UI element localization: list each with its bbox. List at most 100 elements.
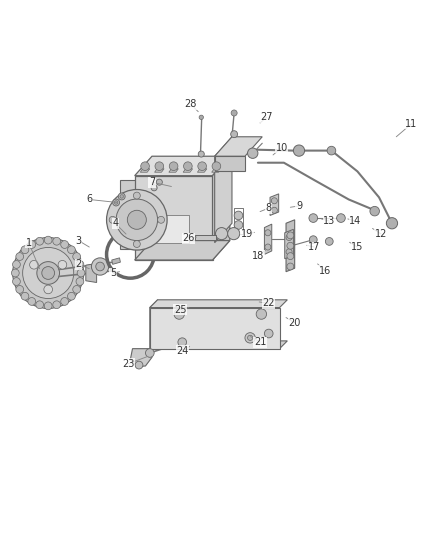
Circle shape [36,237,43,245]
Text: 23: 23 [122,359,134,369]
Polygon shape [215,156,245,172]
Circle shape [256,309,267,319]
Circle shape [231,131,237,138]
Text: 9: 9 [296,201,302,211]
Circle shape [271,207,277,213]
Circle shape [141,162,149,171]
Circle shape [231,110,237,116]
Circle shape [135,361,143,369]
Circle shape [158,216,165,223]
Circle shape [265,329,273,338]
Circle shape [325,238,333,245]
Circle shape [337,214,345,222]
Text: 3: 3 [75,236,81,246]
Circle shape [13,278,20,285]
Circle shape [293,145,304,156]
Text: 17: 17 [308,242,320,252]
Circle shape [13,238,84,309]
Circle shape [23,247,74,298]
Circle shape [58,261,67,269]
Polygon shape [183,169,193,172]
Circle shape [21,246,29,254]
Polygon shape [150,341,287,349]
Circle shape [234,221,243,229]
Text: 2: 2 [75,260,81,269]
Circle shape [309,236,317,244]
Circle shape [120,195,124,198]
Circle shape [265,230,271,236]
Text: 1: 1 [26,238,32,248]
Circle shape [174,309,184,319]
Text: 22: 22 [262,298,275,308]
Text: 12: 12 [375,229,387,239]
Polygon shape [120,180,137,249]
Circle shape [151,185,157,191]
Text: 24: 24 [176,346,188,356]
Circle shape [44,236,52,244]
Circle shape [287,243,294,249]
Circle shape [109,216,116,223]
Text: 13: 13 [323,216,336,226]
Polygon shape [169,169,178,172]
Circle shape [21,292,29,300]
Circle shape [96,262,104,271]
Circle shape [265,244,271,250]
Circle shape [228,228,240,240]
Text: 5: 5 [110,268,116,278]
Circle shape [286,235,292,240]
Text: 15: 15 [351,242,364,252]
Circle shape [116,199,158,240]
Text: 10: 10 [276,143,288,152]
Circle shape [28,297,35,305]
Circle shape [30,261,38,269]
Circle shape [106,190,167,250]
Circle shape [215,228,228,240]
Text: 28: 28 [185,99,197,109]
Circle shape [36,301,43,309]
Circle shape [156,179,162,185]
Polygon shape [195,235,215,240]
Text: 8: 8 [266,203,272,213]
Circle shape [287,253,294,260]
Circle shape [44,302,52,310]
Circle shape [67,246,75,254]
Text: 26: 26 [183,233,195,244]
Bar [148,215,189,243]
Circle shape [127,211,146,229]
Circle shape [37,262,60,284]
Circle shape [16,253,24,261]
Polygon shape [134,156,230,176]
Text: 18: 18 [252,251,264,261]
Circle shape [73,253,81,261]
Circle shape [113,199,120,206]
Circle shape [145,349,154,357]
Text: 27: 27 [260,112,273,122]
Circle shape [247,148,258,158]
Text: 7: 7 [149,177,155,187]
Circle shape [42,266,55,279]
Circle shape [92,258,109,275]
Polygon shape [86,263,97,282]
Circle shape [118,193,125,200]
Text: 25: 25 [174,305,186,315]
Circle shape [61,297,68,305]
Polygon shape [150,308,279,349]
Text: 19: 19 [241,229,253,239]
Circle shape [199,115,203,119]
Circle shape [370,206,379,216]
Circle shape [178,338,187,346]
Circle shape [16,286,24,293]
Circle shape [287,232,294,239]
Circle shape [247,335,253,341]
Circle shape [44,285,53,294]
Circle shape [386,217,398,229]
Circle shape [53,237,60,245]
Text: 14: 14 [349,216,361,226]
Circle shape [53,301,60,309]
Polygon shape [286,220,295,272]
Text: 16: 16 [319,266,331,276]
Polygon shape [212,169,221,172]
Circle shape [198,162,206,171]
Polygon shape [215,137,232,243]
Circle shape [114,201,118,204]
